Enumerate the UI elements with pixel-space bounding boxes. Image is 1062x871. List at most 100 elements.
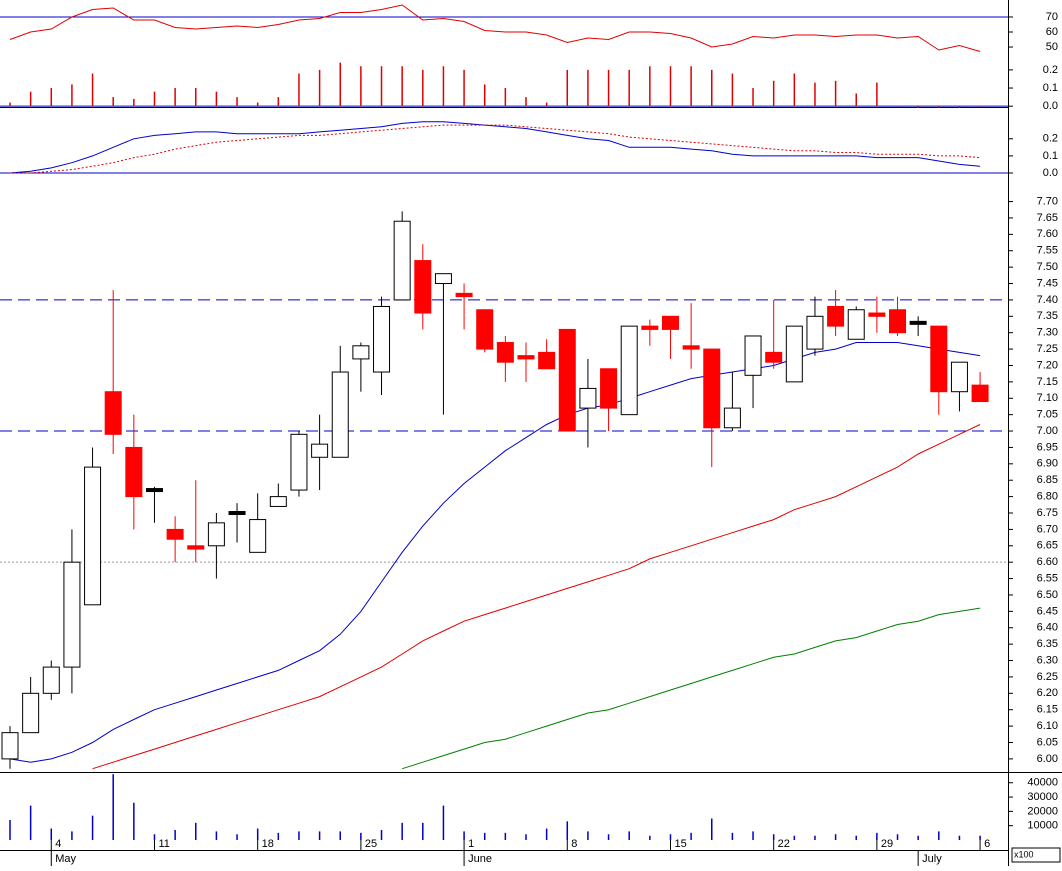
y-tick-label: 6.45	[1037, 605, 1058, 617]
y-tick-label: 0.1	[1043, 82, 1058, 94]
bar	[628, 831, 630, 840]
indicator-line	[9, 121, 981, 174]
candle-body	[579, 387, 597, 409]
bar	[153, 91, 156, 107]
bar	[958, 835, 961, 840]
bar	[504, 88, 507, 107]
y-tick-label: 30000	[1027, 791, 1058, 803]
candle-body	[641, 325, 659, 330]
y-tick-label: 6.00	[1037, 753, 1058, 765]
bar	[525, 97, 527, 107]
bar	[649, 835, 651, 840]
candle-body	[723, 407, 741, 429]
y-tick-label: 50	[1046, 41, 1058, 53]
bar	[793, 73, 796, 107]
candle-body	[847, 309, 865, 340]
y-tick-label: 7.10	[1037, 392, 1058, 404]
y-tick-label: 7.25	[1037, 343, 1058, 355]
bar	[463, 831, 465, 840]
bar	[71, 84, 73, 107]
candle-body	[145, 488, 163, 493]
bar	[133, 802, 135, 840]
candle-body	[414, 260, 432, 314]
x-tick-label: 11	[158, 838, 169, 850]
candle-body	[950, 361, 968, 393]
bar	[772, 80, 775, 107]
y-tick-label: 0.2	[1043, 64, 1058, 76]
candle-body	[125, 446, 143, 498]
bar	[525, 834, 527, 840]
bar	[401, 822, 403, 840]
candle-body	[290, 433, 308, 491]
bar	[855, 835, 857, 840]
y-tick-label: 6.80	[1037, 491, 1058, 503]
candle-body	[166, 528, 184, 540]
bar	[463, 69, 465, 107]
bar	[91, 73, 94, 107]
bar	[442, 66, 445, 107]
candle-body	[971, 384, 989, 403]
candle-body	[207, 522, 225, 547]
bar	[504, 832, 507, 840]
bar	[711, 818, 713, 840]
bar	[731, 73, 734, 107]
bar	[566, 821, 569, 840]
bar	[855, 93, 857, 107]
bar	[360, 66, 362, 107]
x-tick-label: 1	[468, 838, 474, 850]
moving-average	[9, 342, 981, 763]
y-tick-label: 70	[1046, 11, 1058, 23]
bar	[814, 835, 816, 840]
y-tick-label: 0.0	[1043, 100, 1058, 112]
candle-body	[1, 732, 19, 760]
bar	[133, 98, 135, 107]
y-tick-label: 6.65	[1037, 540, 1058, 552]
bar	[298, 73, 300, 107]
bar	[834, 834, 837, 840]
y-tick-label: 7.65	[1037, 212, 1058, 224]
bar	[380, 829, 383, 840]
y-tick-label: 7.20	[1037, 359, 1058, 371]
bar	[731, 832, 734, 840]
candle-body	[827, 305, 845, 327]
bar	[277, 832, 280, 840]
candle-body	[373, 305, 391, 373]
bar	[215, 91, 218, 107]
bar	[195, 822, 197, 840]
y-tick-label: 10000	[1027, 820, 1058, 832]
candle-body	[765, 351, 783, 363]
bar	[669, 834, 672, 840]
x-tick-label: 8	[571, 838, 577, 850]
y-tick-label: 40000	[1027, 777, 1058, 789]
bar	[834, 80, 837, 107]
bar	[236, 834, 238, 840]
candle-body	[538, 351, 556, 370]
candle-body	[352, 345, 370, 360]
bar	[236, 97, 238, 107]
x-tick-label: 25	[365, 838, 377, 850]
bar	[277, 97, 280, 107]
bar	[938, 106, 940, 108]
bar	[607, 69, 610, 107]
y-tick-label: 0.0	[1043, 167, 1058, 179]
y-tick-label: 6.15	[1037, 704, 1058, 716]
candle-body	[930, 325, 948, 393]
bar	[339, 62, 341, 107]
y-tick-label: 6.05	[1037, 736, 1058, 748]
bar	[153, 834, 156, 840]
bar	[814, 82, 816, 107]
candle-body	[600, 368, 618, 409]
x-tick-label: 15	[674, 838, 686, 850]
y-tick-label: 7.30	[1037, 327, 1058, 339]
y-tick-label: 6.30	[1037, 654, 1058, 666]
y-tick-label: 6.10	[1037, 720, 1058, 732]
bar	[917, 106, 919, 108]
bar	[360, 832, 362, 840]
bar	[793, 835, 796, 840]
bar	[215, 831, 218, 840]
y-tick-label: 7.00	[1037, 425, 1058, 437]
bar	[174, 88, 176, 107]
